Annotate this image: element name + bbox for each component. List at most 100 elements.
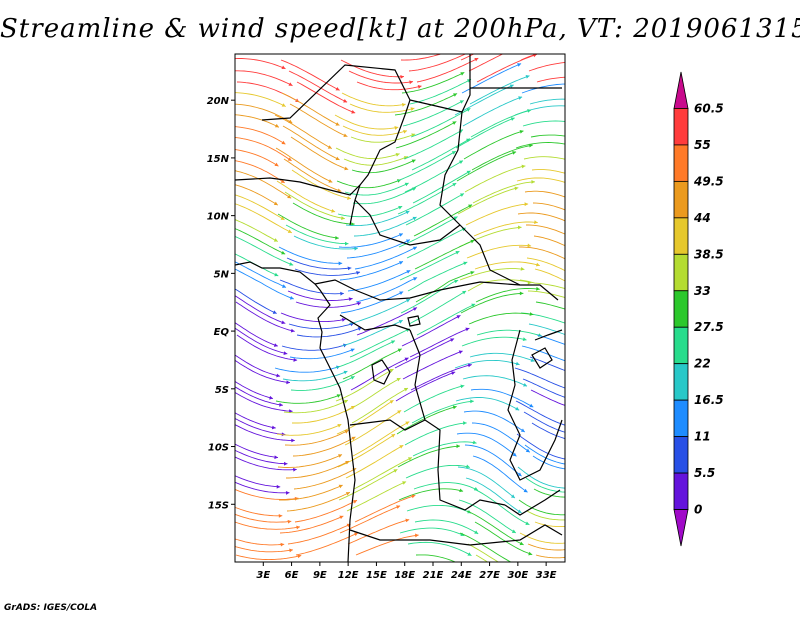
streamline: [347, 519, 410, 545]
streamline: [531, 169, 565, 174]
streamline-arrow: [456, 444, 461, 449]
streamline: [416, 303, 476, 336]
streamline: [464, 165, 526, 193]
streamline: [521, 83, 565, 94]
streamline-arrow: [577, 145, 581, 149]
streamline-arrow: [573, 389, 577, 393]
streamline-arrow: [347, 266, 352, 271]
streamline-arrow: [278, 513, 283, 518]
streamline: [338, 233, 404, 248]
colorbar-label: 0: [694, 503, 702, 517]
streamline-arrow: [529, 312, 534, 316]
streamline: [290, 375, 355, 391]
streamline-arrow: [581, 44, 585, 48]
streamline: [340, 59, 405, 78]
streamline: [282, 125, 340, 161]
streamline: [235, 513, 292, 523]
streamline: [235, 481, 290, 494]
colorbar-segment: [673, 180, 689, 219]
streamline: [235, 521, 301, 530]
streamline: [349, 328, 410, 358]
streamline: [456, 151, 517, 182]
streamline-arrow: [518, 96, 523, 100]
border-line: [534, 329, 563, 341]
streamline: [350, 133, 416, 143]
streamline-arrow: [509, 84, 514, 88]
streamline-arrow: [512, 452, 517, 457]
streamline: [235, 219, 279, 242]
streamline-arrow: [409, 80, 413, 85]
streamline-arrow: [402, 481, 407, 485]
streamline-arrow: [341, 318, 346, 322]
streamline: [528, 323, 565, 335]
streamline-arrow: [452, 121, 457, 125]
streamline-arrow: [354, 532, 359, 537]
streamline: [284, 191, 345, 220]
streamline: [469, 352, 535, 362]
streamline: [235, 327, 288, 355]
colorbar-segment: [673, 217, 689, 255]
streamline-arrow: [456, 315, 461, 319]
streamline: [416, 57, 479, 83]
streamline: [336, 399, 394, 435]
streamline: [473, 488, 530, 526]
streamline: [293, 235, 358, 250]
streamline-field: [235, 42, 587, 562]
streamline-arrow: [511, 529, 516, 533]
streamline-arrow: [335, 122, 340, 126]
streamline-arrow: [350, 405, 355, 410]
streamline-arrow: [583, 83, 587, 87]
streamline: [536, 76, 565, 83]
streamline: [410, 364, 472, 391]
streamline-arrow: [519, 291, 524, 296]
streamline: [235, 545, 293, 553]
streamline: [405, 193, 465, 226]
colorbar-label: 55: [694, 138, 711, 152]
streamline: [412, 170, 471, 204]
streamline: [415, 271, 475, 303]
streamline-arrow: [337, 424, 342, 428]
streamline: [395, 371, 456, 402]
streamline-arrow: [339, 515, 344, 520]
streamline-arrow: [417, 85, 422, 89]
streamline-arrow: [343, 370, 348, 375]
streamline: [516, 433, 565, 460]
lat-tick-label: 5N: [214, 269, 230, 280]
colorbar-label: 11: [694, 430, 711, 444]
streamline: [468, 312, 534, 325]
streamline-arrow: [404, 182, 409, 187]
streamline-arrow: [344, 241, 349, 246]
streamline: [473, 221, 538, 237]
streamline: [476, 54, 537, 83]
streamline-arrow: [581, 326, 585, 330]
streamline-arrow: [525, 75, 530, 79]
streamline-arrow: [288, 82, 293, 86]
streamline-arrow: [524, 202, 529, 207]
streamline-arrow: [460, 384, 465, 389]
lake-outline: [371, 359, 391, 385]
streamline-arrow: [351, 436, 356, 441]
streamline: [354, 494, 416, 523]
streamline: [236, 334, 298, 361]
streamline: [404, 422, 467, 446]
colorbar: 60.5 55 49.5 44 38.5 33 27.5 22 16.5 11 5.5 0: [673, 71, 724, 547]
streamline-arrow: [463, 421, 467, 426]
streamline: [278, 246, 343, 264]
streamline: [530, 134, 565, 138]
streamline-arrow: [527, 280, 532, 285]
streamline-arrow: [465, 327, 470, 332]
streamline-arrow: [282, 284, 287, 288]
lat-tick-label: EQ: [214, 327, 230, 338]
colorbar-segment: [673, 253, 689, 292]
streamline-arrow: [354, 246, 358, 251]
streamline-arrow: [405, 239, 410, 243]
streamline-arrow: [338, 484, 343, 489]
streamline-arrow: [289, 295, 294, 300]
streamline-arrow: [465, 464, 470, 469]
streamline-arrow: [524, 42, 528, 46]
streamline: [335, 368, 394, 402]
streamline-arrow: [345, 492, 350, 496]
streamline: [517, 212, 565, 222]
streamline: [454, 359, 520, 369]
streamline: [526, 257, 565, 272]
